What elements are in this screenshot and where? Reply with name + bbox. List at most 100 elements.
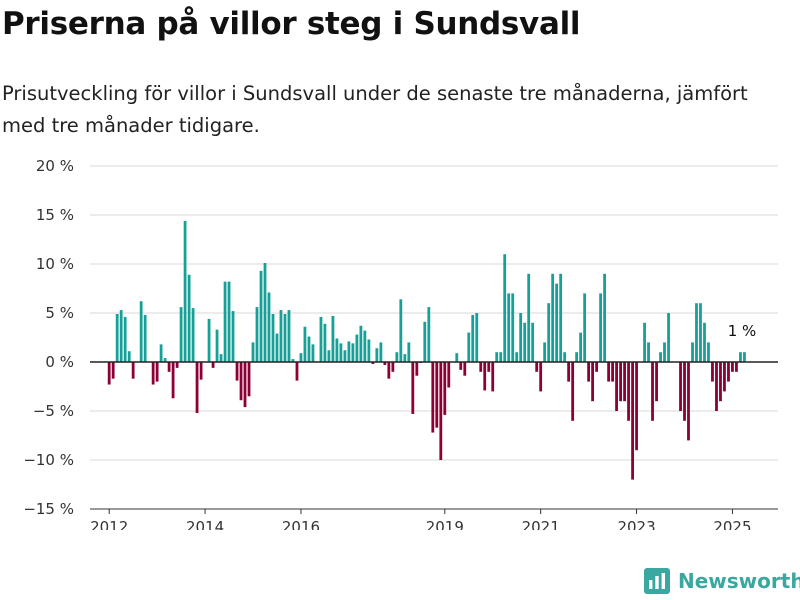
bar <box>335 338 339 362</box>
bar <box>567 362 571 382</box>
bar <box>719 362 722 402</box>
bar <box>527 273 531 362</box>
bar <box>583 293 587 362</box>
bar <box>503 254 507 362</box>
bar <box>443 362 447 415</box>
bar <box>371 362 375 364</box>
bar <box>295 362 299 381</box>
bar <box>183 220 187 362</box>
bar <box>407 342 411 362</box>
bar <box>467 332 471 362</box>
bar <box>735 362 738 372</box>
brand-logo: Newsworthy <box>644 568 800 594</box>
bar <box>543 342 547 362</box>
bar <box>547 303 551 362</box>
bar <box>423 321 427 362</box>
bar <box>219 354 223 362</box>
bar <box>523 322 527 362</box>
bar <box>463 362 467 376</box>
bar <box>231 311 235 362</box>
bar <box>207 318 211 362</box>
bar <box>623 362 626 402</box>
bar <box>327 350 331 362</box>
bar <box>359 325 363 362</box>
bar <box>603 273 606 362</box>
bar <box>555 283 559 362</box>
bar <box>611 362 614 382</box>
bar <box>227 281 231 362</box>
bar <box>491 362 495 392</box>
x-tick-label: 2016 <box>282 518 320 530</box>
bar <box>355 334 359 362</box>
bar <box>323 323 327 362</box>
bar <box>563 352 567 362</box>
x-tick-label: 2012 <box>90 518 128 530</box>
bar <box>627 362 630 421</box>
bar <box>151 362 155 385</box>
bar <box>191 308 195 362</box>
bar <box>171 362 175 399</box>
bar <box>643 322 646 362</box>
bar <box>367 339 371 362</box>
bar <box>283 313 287 362</box>
latest-value-annotation: 1 % <box>728 322 757 340</box>
chart-title: Priserna på villor steg i Sundsvall <box>2 6 581 42</box>
brand-name: Newsworthy <box>678 569 800 593</box>
bar <box>487 362 491 372</box>
bar <box>691 342 694 362</box>
x-tick-label: 2023 <box>617 518 655 530</box>
bar <box>471 314 475 362</box>
bar <box>331 315 335 362</box>
bar <box>107 362 111 385</box>
bar <box>251 342 255 362</box>
bar <box>403 354 407 362</box>
bar <box>591 362 594 402</box>
bar <box>351 343 355 362</box>
bar <box>439 362 443 460</box>
bar <box>571 362 575 421</box>
bar <box>515 352 519 362</box>
bar <box>551 273 555 362</box>
bar <box>131 362 135 379</box>
bar <box>115 313 119 362</box>
bar <box>263 263 267 362</box>
bar <box>459 362 463 370</box>
bar <box>507 293 511 362</box>
bar <box>599 293 603 362</box>
bar <box>395 352 399 362</box>
bar <box>179 307 183 362</box>
bar <box>375 348 379 362</box>
bar <box>575 352 579 362</box>
bar <box>167 362 171 372</box>
bar <box>651 362 654 421</box>
bar <box>495 352 499 362</box>
bar <box>195 362 199 413</box>
bar <box>431 362 435 433</box>
bar <box>339 343 343 362</box>
y-tick-label: 20 % <box>36 157 74 175</box>
bar <box>715 362 718 411</box>
bar <box>511 293 515 362</box>
x-tick-label: 2019 <box>426 518 464 530</box>
bar <box>667 313 670 362</box>
bar <box>175 362 179 368</box>
bar <box>399 299 403 362</box>
bar <box>307 336 311 362</box>
bar <box>475 313 479 362</box>
bar <box>631 362 634 480</box>
bar <box>187 274 191 362</box>
bar <box>679 362 682 411</box>
bar <box>743 352 746 362</box>
bar <box>123 316 127 362</box>
bar <box>235 362 239 381</box>
bar <box>447 362 451 388</box>
bar <box>267 292 271 362</box>
bar <box>155 362 159 382</box>
bar <box>663 342 666 362</box>
bar <box>683 362 686 421</box>
bar <box>271 313 275 362</box>
bar <box>319 316 323 362</box>
bar <box>539 362 543 392</box>
bar <box>519 313 523 362</box>
bar <box>739 352 742 362</box>
